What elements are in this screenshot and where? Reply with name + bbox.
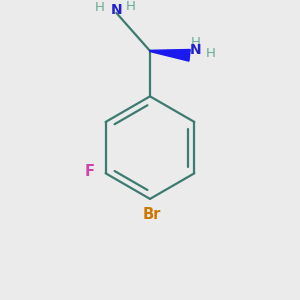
Polygon shape xyxy=(150,50,190,61)
Text: H: H xyxy=(95,1,105,14)
Text: F: F xyxy=(85,164,94,179)
Text: N: N xyxy=(190,43,201,57)
Text: Br: Br xyxy=(142,207,161,222)
Text: H: H xyxy=(206,47,216,60)
Text: H: H xyxy=(190,36,200,49)
Text: H: H xyxy=(125,0,135,13)
Text: N: N xyxy=(110,3,122,17)
